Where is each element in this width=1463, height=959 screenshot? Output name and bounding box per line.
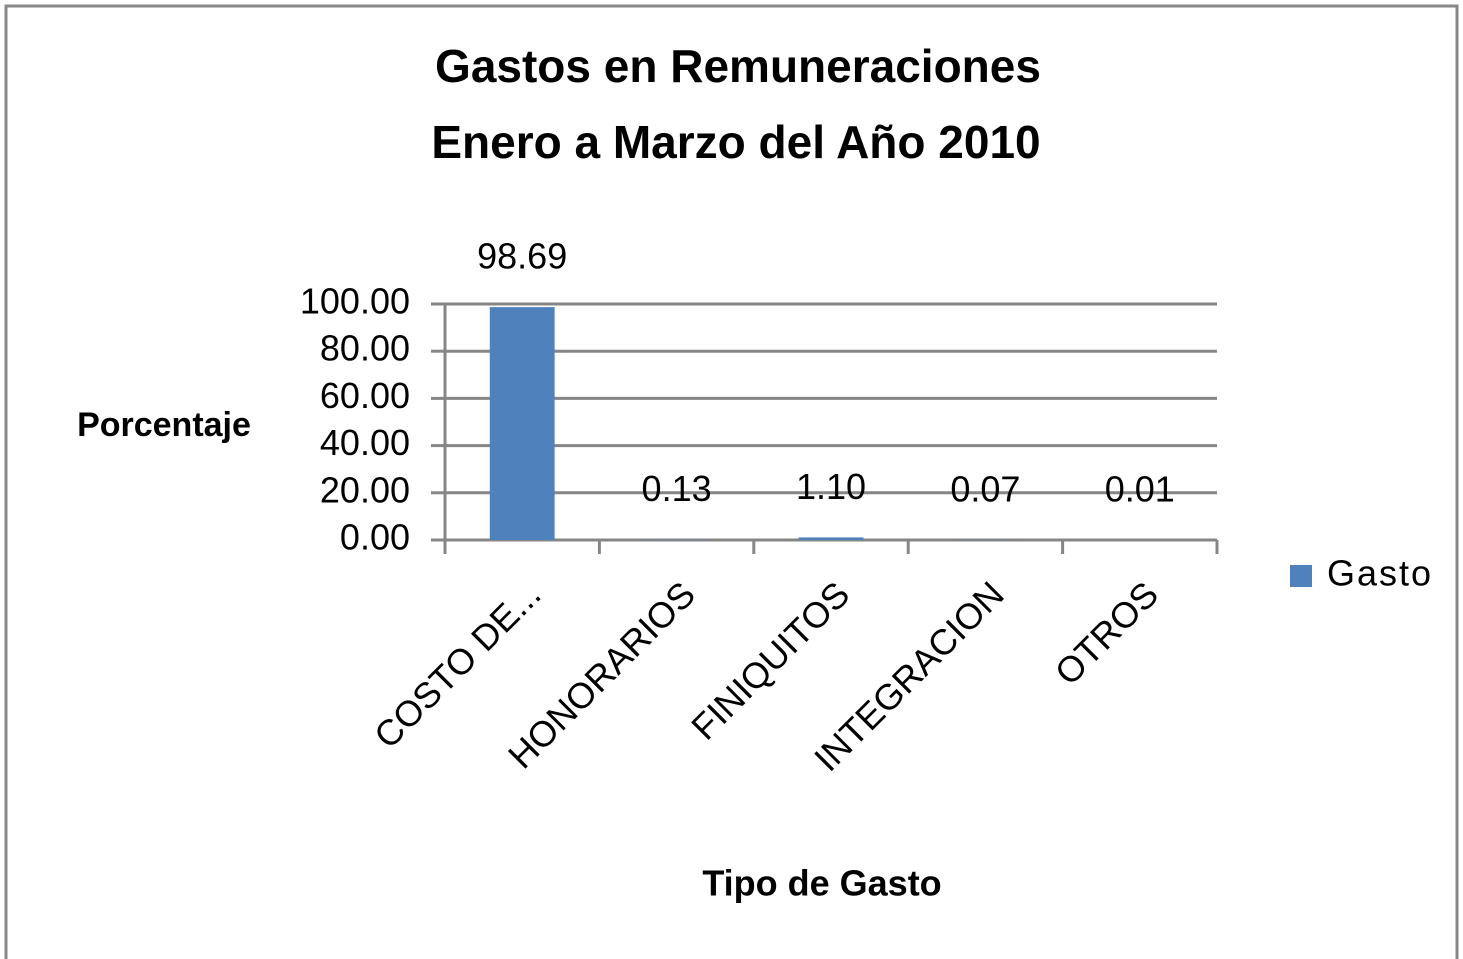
y-tick-label: 40.00 — [320, 422, 410, 463]
bar — [798, 537, 864, 540]
chart-title: Gastos en Remuneraciones — [435, 40, 1041, 92]
data-label: 0.13 — [642, 468, 712, 509]
y-tick-label: 100.00 — [300, 281, 410, 322]
legend-swatch — [1290, 565, 1312, 587]
y-axis-label: Porcentaje — [77, 406, 251, 444]
y-tick-label: 20.00 — [320, 469, 410, 510]
data-label: 0.01 — [1105, 468, 1175, 509]
bar — [489, 307, 555, 540]
data-label: 1.10 — [796, 466, 866, 507]
data-label: 0.07 — [950, 468, 1020, 509]
y-tick-label: 0.00 — [340, 517, 410, 558]
y-tick-label: 80.00 — [320, 328, 410, 369]
legend-label: Gasto — [1327, 553, 1433, 594]
chart-subtitle: Enero a Marzo del Año 2010 — [431, 116, 1040, 168]
data-label: 98.69 — [477, 236, 567, 277]
y-tick-label: 60.00 — [320, 375, 410, 416]
chart-frame — [4, 4, 1459, 959]
x-axis-label: Tipo de Gasto — [702, 863, 941, 904]
